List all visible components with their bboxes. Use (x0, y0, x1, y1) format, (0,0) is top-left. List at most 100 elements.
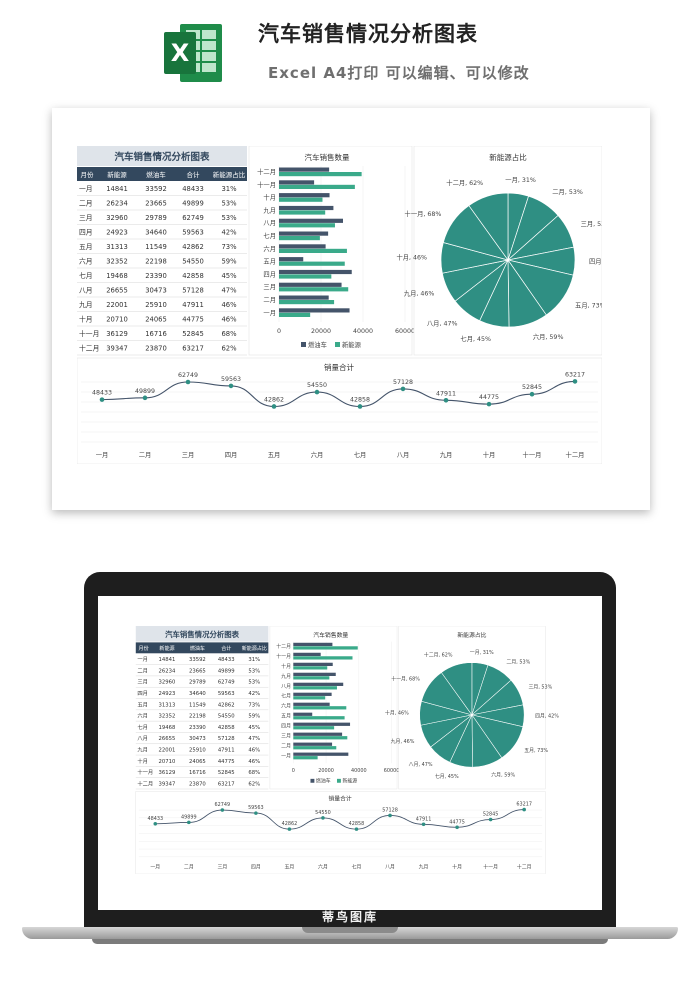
bar-fuel (293, 732, 343, 736)
legend-label-ev: 新能源 (342, 778, 357, 785)
bar-x-tick: 40000 (353, 328, 373, 335)
bar-category-label: 七月 (281, 693, 291, 700)
pie-label: 七月, 45% (435, 773, 459, 780)
table-cell: 52845 (182, 330, 204, 338)
bar-ev (293, 686, 337, 690)
pie-label: 十一月, 68% (391, 676, 420, 683)
table-cell: 23870 (145, 345, 167, 353)
table-cell: 36129 (106, 330, 128, 338)
bar-ev (293, 656, 353, 660)
bar-ev (279, 236, 320, 241)
bar-fuel (293, 712, 313, 716)
table-header-cell: 新能源占比 (242, 645, 267, 652)
pie-label: 四月, 42% (535, 714, 559, 720)
line-point (142, 395, 148, 401)
legend-label-fuel: 燃油车 (316, 778, 331, 785)
table-cell: 16716 (145, 330, 167, 338)
table-cell: 59563 (218, 691, 235, 697)
table-cell: 二月 (79, 200, 93, 208)
page-title: 汽车销售情况分析图表 (258, 22, 478, 46)
line-data-label: 42858 (349, 821, 365, 827)
bar-category-label: 十月 (263, 193, 276, 202)
bar-x-tick: 60000 (395, 328, 415, 335)
line-x-tick: 十一月 (523, 450, 542, 459)
table-cell: 32960 (159, 680, 176, 686)
table-title-bg (77, 146, 247, 166)
line-point (187, 820, 191, 825)
pie-label: 八月, 47% (409, 762, 433, 768)
bar-ev (279, 223, 335, 228)
pie-label: 一月, 31% (470, 650, 494, 656)
bar-category-label: 九月 (281, 673, 291, 680)
bar-fuel (293, 682, 344, 686)
bar-ev (293, 706, 347, 710)
line-point (529, 391, 535, 397)
line-data-label: 52845 (522, 384, 542, 391)
bar-ev (293, 646, 358, 650)
line-point (455, 825, 459, 830)
table-cell: 十一月 (137, 768, 153, 776)
table-cell: 59563 (182, 229, 204, 237)
table-header-row (77, 167, 247, 181)
table-cell: 四月 (137, 690, 148, 697)
table-cell: 48433 (182, 185, 204, 193)
table-cell: 46% (221, 316, 237, 324)
line-point (185, 379, 191, 385)
bar-ev (293, 716, 345, 720)
pie-label: 二月, 53% (506, 660, 530, 666)
pie-label: 三月, 53% (529, 684, 553, 690)
bar-ev (293, 726, 335, 730)
table-header-cell: 合计 (187, 170, 201, 179)
line-point (254, 811, 258, 815)
bar-fuel (293, 742, 333, 746)
table-cell: 34640 (189, 691, 206, 697)
line-data-label: 44775 (449, 819, 465, 825)
table-cell: 42858 (218, 725, 235, 731)
line-data-label: 62749 (178, 372, 198, 379)
table-cell: 26655 (159, 736, 176, 742)
table-cell: 53% (248, 668, 260, 674)
line-data-label: 63217 (565, 371, 585, 378)
table-cell: 34640 (145, 229, 167, 237)
table-cell: 六月 (137, 712, 148, 720)
pie-label: 五月, 73% (575, 301, 602, 309)
bar-fuel (279, 180, 315, 185)
bar-category-label: 八月 (263, 219, 276, 227)
table-cell: 32352 (159, 714, 176, 720)
table-cell: 22001 (159, 748, 176, 754)
line-series (101, 380, 576, 408)
line-point (522, 807, 526, 812)
table-cell: 25910 (189, 748, 206, 754)
laptop-notch (302, 927, 398, 933)
laptop-foot (92, 939, 608, 944)
table-cell: 62% (221, 345, 237, 353)
pie-slice (468, 192, 509, 262)
line-point (357, 404, 363, 409)
bar-category-label: 三月 (281, 734, 291, 740)
bar-ev (279, 248, 347, 253)
bar-category-label: 一月 (281, 754, 291, 760)
line-data-label: 47911 (436, 390, 456, 397)
line-data-label: 48433 (147, 816, 163, 822)
bar-ev (279, 261, 345, 266)
table-cell: 23665 (145, 200, 167, 208)
table-cell: 62749 (218, 680, 235, 686)
table-cell: 22198 (145, 258, 167, 266)
table-cell: 九月 (137, 746, 148, 754)
line-data-label: 42858 (350, 396, 370, 403)
table-cell: 26655 (106, 287, 128, 295)
line-x-tick: 一月 (96, 451, 109, 459)
bar-x-tick: 40000 (351, 768, 367, 774)
bar-category-label: 二月 (281, 744, 291, 750)
bar-category-label: 二月 (263, 296, 276, 304)
table-cell: 31% (221, 185, 237, 193)
table-cell: 30473 (145, 287, 167, 295)
line-x-tick: 八月 (385, 865, 395, 871)
bar-fuel (293, 722, 351, 726)
bar-category-label: 六月 (263, 244, 276, 253)
table-cell: 14841 (106, 185, 128, 193)
table-cell: 36129 (159, 770, 176, 776)
pie-label: 十二月, 62% (446, 178, 483, 187)
line-data-label: 49899 (135, 388, 155, 395)
table-cell: 59% (221, 258, 237, 266)
